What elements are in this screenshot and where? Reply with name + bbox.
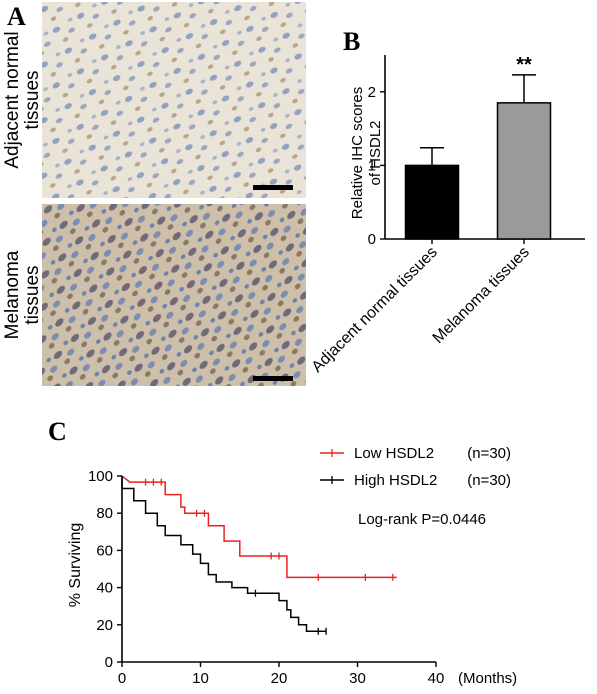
panel-a-bottom-label: Melanoma tissues [2, 250, 43, 339]
bar-ytick-label: 0 [368, 231, 376, 248]
bar-category-label: Melanoma tissues [430, 244, 533, 347]
km-ytick-label: 20 [96, 617, 113, 634]
km-ytick-label: 0 [105, 654, 113, 671]
top-label-line2: tissues [22, 70, 43, 129]
km-xtick-label: 20 [271, 670, 288, 687]
bar-category-label: Adjacent normal tissues [309, 244, 441, 376]
km-ytick-label: 100 [88, 468, 113, 485]
km-ytick-label: 40 [96, 580, 113, 597]
log-rank-annotation: Log-rank P=0.0446 [358, 511, 486, 528]
panel-a-letter: A [7, 2, 26, 31]
km-ytick-label: 80 [96, 505, 113, 522]
micrograph-melanoma [42, 204, 306, 386]
bottom-label-line2: tissues [22, 265, 43, 324]
legend-n-1: (n=30) [467, 445, 511, 462]
scale-bar-bottom [253, 376, 293, 381]
km-xtick-label: 0 [118, 670, 126, 687]
km-curve-low [121, 475, 397, 579]
bar-ylabel-line1: Relative IHC scores [349, 87, 366, 220]
km-xlabel: (Months) [458, 670, 517, 687]
legend-n-2: (n=30) [467, 472, 511, 489]
km-ylabel: % Surviving [67, 523, 84, 607]
km-xtick-label: 40 [428, 670, 445, 687]
panel-b-letter: B [343, 27, 360, 56]
bar-1 [404, 164, 460, 240]
bar-chart-ylabel: Relative IHC scores of HSDL2 [349, 87, 384, 220]
bar-ytick-label: 1 [368, 157, 376, 174]
legend-label-1: Low HSDL2 [354, 445, 434, 462]
significance-marker: ** [516, 54, 532, 76]
km-curve-high [121, 476, 327, 633]
km-ylabel-group: % Surviving [67, 523, 84, 607]
legend-label-2: High HSDL2 [354, 472, 437, 489]
km-chart: 0 20 40 60 80 100 0 10 20 30 40 (Months) Low HSDL2 (n… [88, 445, 517, 687]
bar-2 [496, 102, 552, 240]
bottom-label-line1: Melanoma [2, 250, 23, 339]
micrograph-adjacent-normal [42, 2, 306, 198]
top-label-line1: Adjacent normal [2, 31, 23, 168]
panel-a-top-label: Adjacent normal tissues [2, 31, 43, 168]
km-xtick-label: 10 [192, 670, 209, 687]
bar-ytick-label: 2 [368, 84, 376, 101]
bar-ylabel-line2: of HSDL2 [367, 120, 384, 185]
panel-c-letter: C [48, 417, 67, 446]
scale-bar-top [253, 185, 293, 190]
km-xtick-label: 30 [349, 670, 366, 687]
km-ytick-label: 60 [96, 542, 113, 559]
